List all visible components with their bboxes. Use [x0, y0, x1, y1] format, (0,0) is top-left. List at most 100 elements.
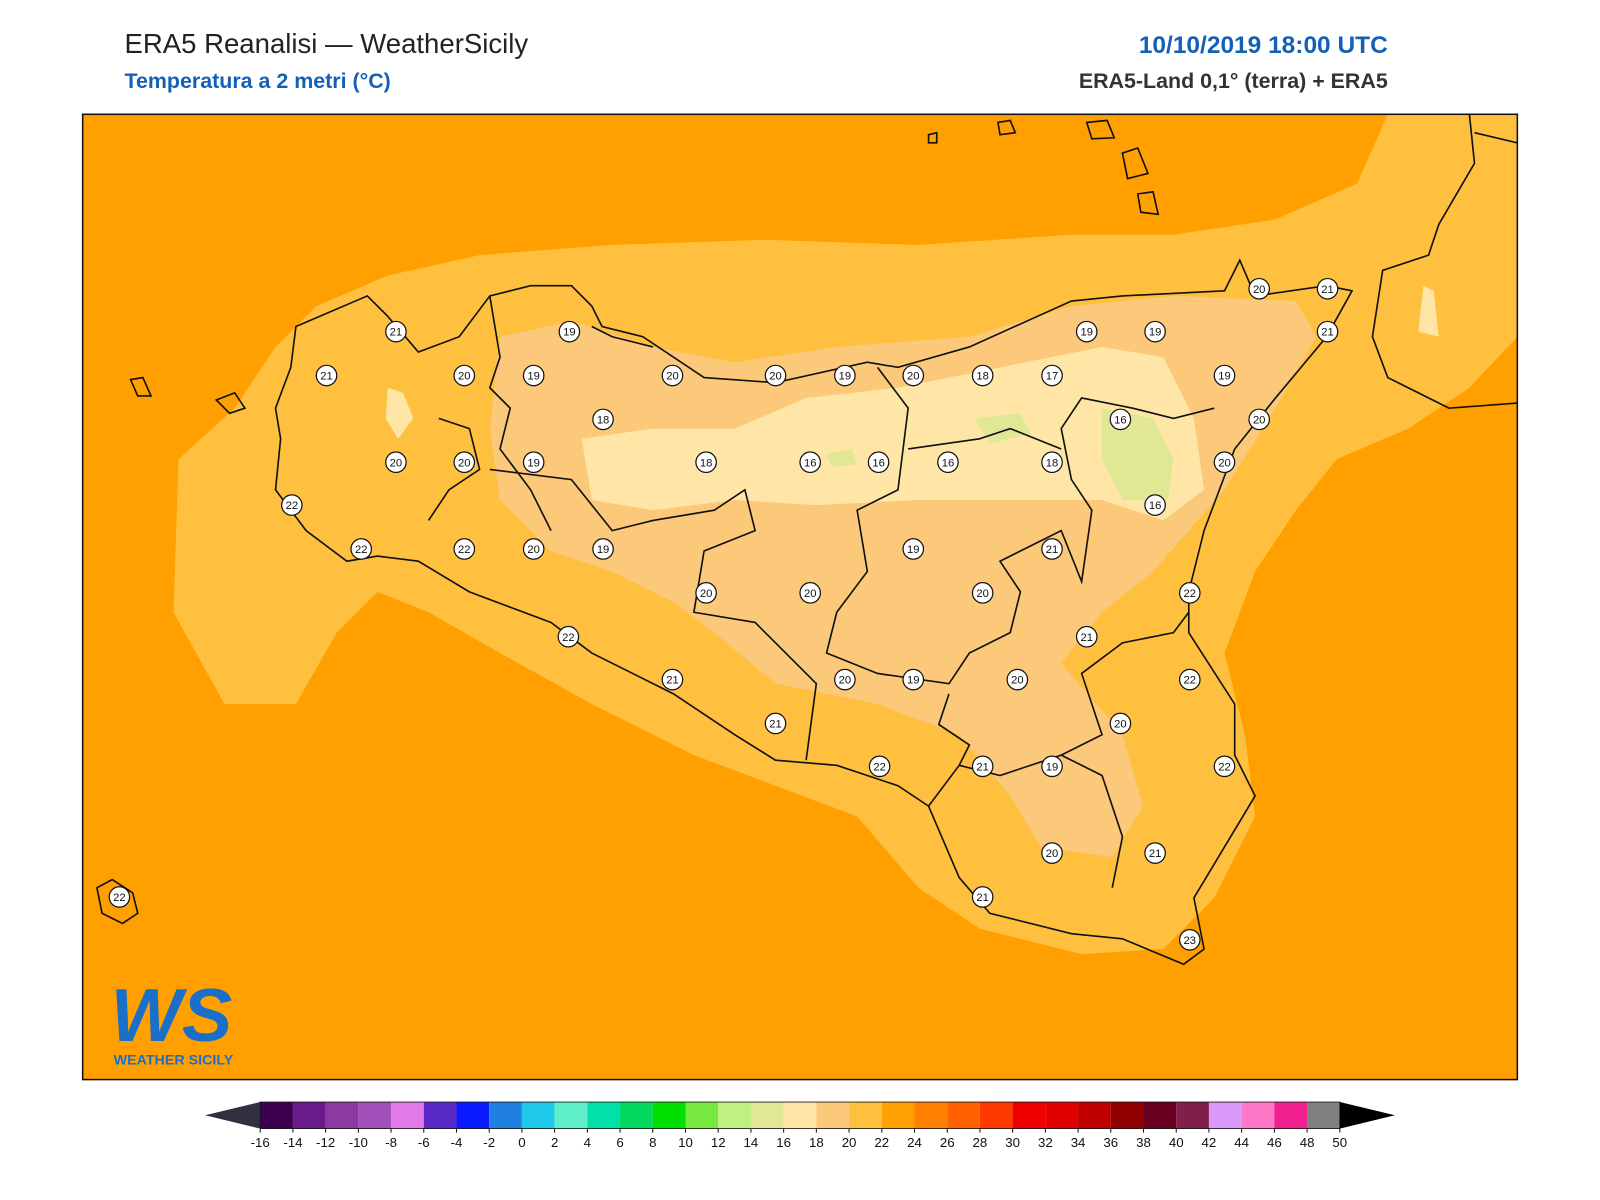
station-marker: [385, 320, 407, 343]
station-marker: [1041, 451, 1063, 474]
colorbar-tick-label: 14: [744, 1135, 759, 1150]
colorbar-tick-label: 10: [678, 1135, 693, 1150]
colorbar-bin: [652, 1102, 686, 1129]
station-value: 22: [286, 500, 298, 512]
station-marker: [522, 538, 545, 560]
station-marker: [453, 451, 476, 474]
station-value: 16: [1149, 500, 1161, 512]
station-value: 22: [562, 632, 574, 644]
colorbar-bin: [1078, 1102, 1111, 1129]
colorbar-tick-label: 44: [1234, 1135, 1249, 1150]
colorbar-bin: [1274, 1102, 1308, 1129]
colorbar-tick-label: 6: [616, 1135, 623, 1150]
station-marker: [592, 408, 614, 431]
station-marker: [695, 582, 717, 604]
station-marker: [1144, 842, 1166, 864]
station-marker: [799, 451, 822, 474]
station-marker: [902, 364, 925, 387]
colorbar-tick-label: -6: [418, 1135, 430, 1150]
station-value: 19: [597, 544, 609, 556]
colorbar-bin: [1012, 1102, 1046, 1129]
station-value: 20: [1253, 284, 1265, 296]
station-marker: [764, 364, 787, 387]
station-marker: [1109, 408, 1132, 431]
colorbar-tick-label: 40: [1169, 1135, 1184, 1150]
station-value: 20: [458, 457, 470, 469]
colorbar-bin: [914, 1102, 948, 1129]
colorbar-tick-label: 4: [584, 1135, 591, 1150]
colorbar-bin: [1110, 1102, 1144, 1129]
logo-name: WEATHER SICILY: [114, 1052, 234, 1068]
station-value: 19: [527, 457, 539, 469]
station-value: 20: [1218, 457, 1230, 469]
station-marker: [1144, 494, 1166, 516]
station-value: 21: [320, 371, 332, 383]
station-marker: [1213, 364, 1236, 387]
datetime: 10/10/2019 18:00 UTC: [1139, 32, 1388, 59]
station-value: 16: [872, 457, 884, 469]
station-marker: [971, 364, 994, 387]
colorbar-tick-label: 24: [907, 1135, 922, 1150]
colorbar-tick-label: 28: [973, 1135, 988, 1150]
station-value: 19: [1046, 761, 1058, 773]
station-value: 21: [1046, 544, 1058, 556]
station-marker: [558, 320, 581, 343]
station-value: 23: [1184, 935, 1196, 947]
station-value: 20: [666, 371, 678, 383]
station-marker: [453, 364, 476, 387]
colorbar-bin: [554, 1102, 588, 1129]
station-marker: [834, 364, 856, 387]
colorbar-tick-label: 46: [1267, 1135, 1282, 1150]
station-value: 19: [527, 371, 539, 383]
station-marker: [1213, 755, 1236, 778]
station-value: 21: [1321, 327, 1333, 339]
station-marker: [453, 538, 476, 560]
station-marker: [522, 451, 545, 474]
station-value: 16: [942, 457, 954, 469]
coastline: [96, 114, 1518, 966]
colorbar-tick-label: 0: [518, 1135, 525, 1150]
station-value: 21: [976, 892, 988, 904]
station-marker: [1248, 277, 1270, 300]
colorbar-tick-label: 22: [874, 1135, 889, 1150]
station-value: 20: [1253, 414, 1265, 426]
station-marker: [661, 364, 684, 387]
station-value: 19: [907, 544, 919, 556]
station-marker: [764, 712, 787, 735]
colorbar-bin: [325, 1102, 359, 1129]
station-value: 21: [769, 719, 781, 731]
station-value: 19: [907, 675, 919, 687]
station-marker: [592, 538, 614, 560]
station-marker: [902, 668, 925, 691]
station-value: 21: [1149, 848, 1161, 860]
station-marker: [522, 364, 545, 387]
colorbar-tick-label: 36: [1103, 1135, 1118, 1150]
station-marker: [385, 451, 407, 474]
station-marker: [799, 582, 822, 604]
colorbar-bin: [1045, 1102, 1079, 1129]
station-value: 21: [1080, 632, 1092, 644]
contour-16: [581, 346, 1205, 521]
colorbar-tick-label: 26: [940, 1135, 955, 1150]
colorbar-bin: [1241, 1102, 1275, 1129]
station-marker: [867, 451, 890, 474]
station-value: 20: [804, 588, 816, 600]
station-value: 20: [907, 371, 919, 383]
station-marker: [315, 364, 338, 387]
station-value: 20: [700, 588, 712, 600]
station-marker: [1041, 842, 1063, 864]
colorbar-bin: [1143, 1102, 1177, 1129]
station-value: 20: [976, 588, 988, 600]
colorbar-bin: [456, 1102, 490, 1129]
station-value: 22: [1218, 761, 1230, 773]
colorbar-bin: [979, 1102, 1013, 1129]
station-value: 19: [839, 371, 851, 383]
station-value: 18: [976, 371, 988, 383]
station-value: 22: [1184, 588, 1196, 600]
station-marker: [1109, 712, 1132, 735]
colorbar-bin: [423, 1102, 457, 1129]
colorbar-tick-label: -12: [316, 1135, 335, 1150]
map-frame: [81, 113, 1519, 1081]
colorbar-tick-label: 2: [551, 1135, 558, 1150]
station-value: 18: [700, 457, 712, 469]
